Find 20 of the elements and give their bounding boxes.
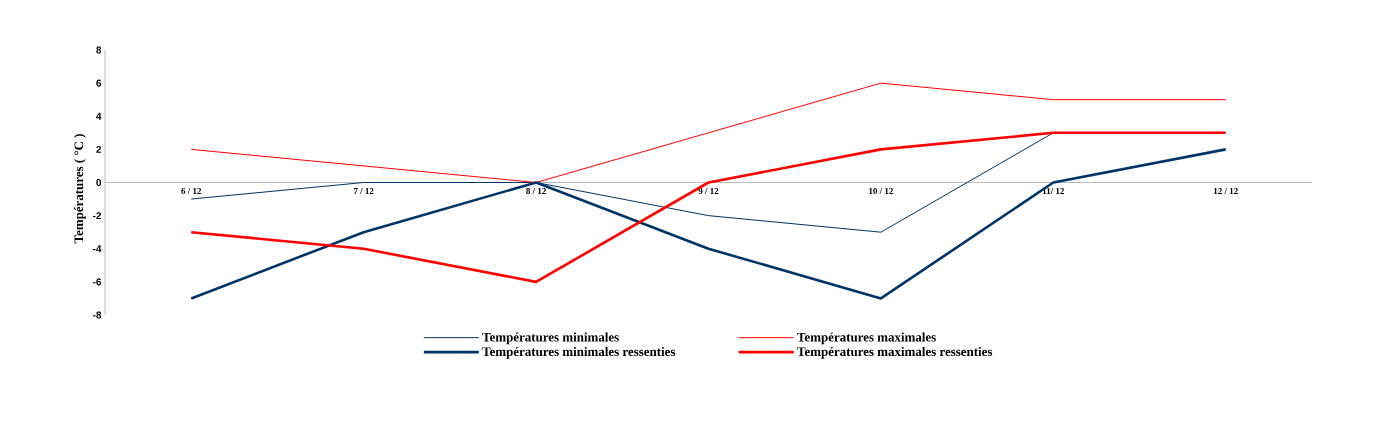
y-tick-label: -4 (93, 245, 102, 253)
y-tick-label: -6 (93, 278, 102, 286)
y-tick-label: 6 (96, 79, 102, 87)
x-tick-label: 10 / 12 (869, 188, 893, 195)
y-tick-label: 0 (96, 178, 102, 187)
x-tick-label: 12 / 12 (1214, 188, 1238, 195)
legend-label: Températures minimales ressenties (482, 346, 676, 359)
x-tick-label: 8 / 12 (526, 188, 546, 195)
x-tick-label: 6 / 12 (181, 188, 202, 195)
y-tick-label: -8 (93, 311, 102, 319)
legend-label: Températures minimales (482, 332, 619, 345)
legend-label: Températures maximales ressenties (797, 346, 993, 359)
x-tick-label: 7 / 12 (353, 188, 374, 195)
y-tick-label: -2 (93, 212, 102, 220)
y-axis-title: Températures ( °C ) (74, 134, 86, 244)
legend-label: Températures maximales (797, 332, 936, 345)
y-tick-label: 4 (96, 112, 102, 120)
line-series (189, 131, 1228, 284)
y-tick-label: 8 (96, 46, 102, 54)
y-tick-label: 2 (96, 145, 102, 153)
